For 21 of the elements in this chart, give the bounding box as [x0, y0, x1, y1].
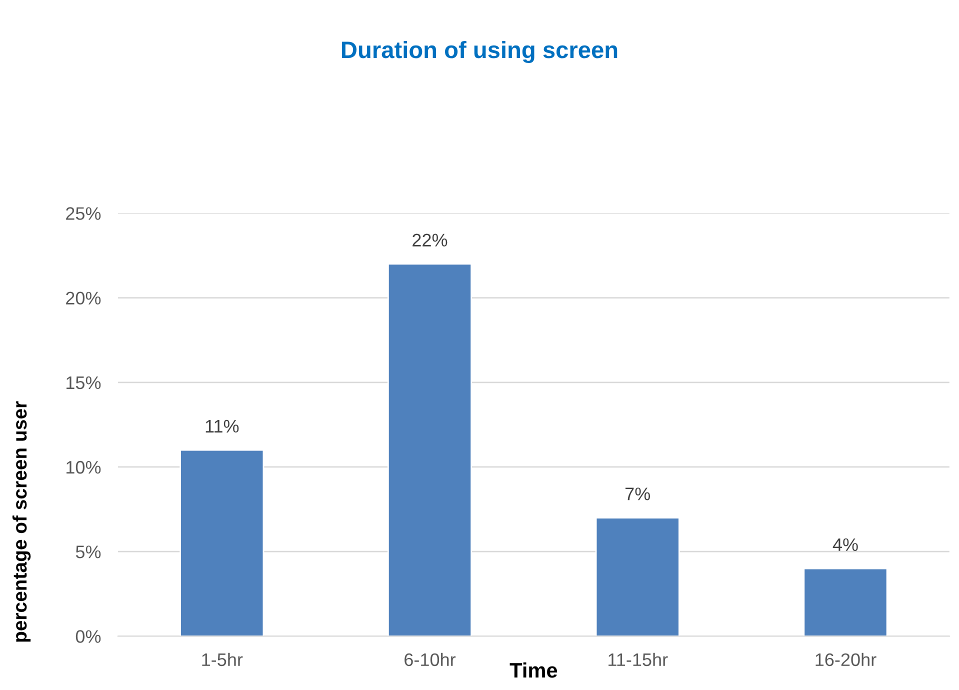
- x-tick-label: 16-20hr: [816, 652, 876, 666]
- text: 7%: [625, 488, 650, 500]
- bar: [387, 263, 472, 636]
- x-tick-label: 1-5hr: [202, 652, 243, 666]
- y-tick-label: 10%: [66, 460, 101, 474]
- y-tick-label: 5%: [76, 546, 101, 558]
- y-tick-label: 25%: [66, 207, 101, 220]
- y-tick-label: 20%: [66, 292, 101, 305]
- bar: [180, 449, 264, 636]
- y-tick-label: 0%: [76, 630, 101, 643]
- text: 4%: [832, 538, 858, 551]
- chart-title: Duration of using screen: [342, 40, 618, 64]
- text: 22%: [412, 234, 448, 246]
- x-axis-title: Time: [510, 662, 558, 678]
- x-tick-label: 6-10hr: [404, 652, 456, 666]
- text: 11%: [206, 420, 239, 433]
- bar: [595, 517, 680, 636]
- bar: [803, 568, 888, 636]
- y-axis-title: percentage of screen user: [12, 401, 31, 642]
- x-tick-label: 11-15hr: [608, 652, 668, 666]
- y-tick-label: 15%: [66, 376, 101, 390]
